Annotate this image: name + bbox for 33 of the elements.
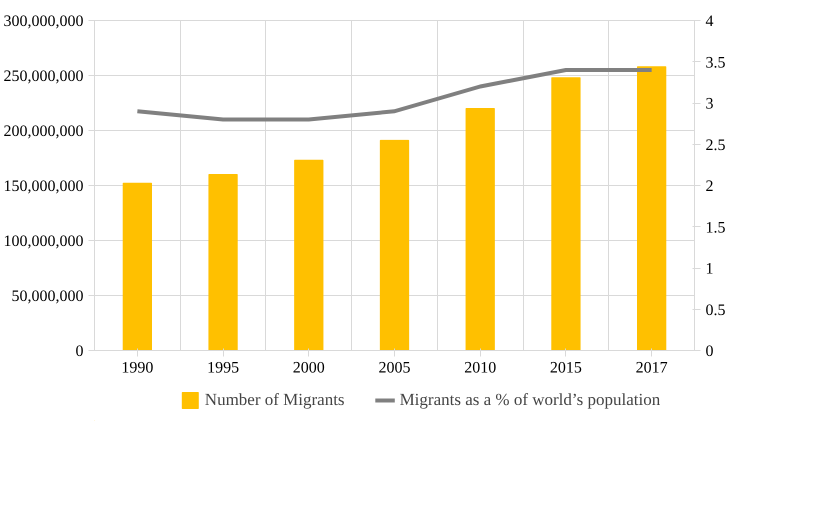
y2-tick-label: 4 xyxy=(706,13,714,30)
y2-tick-label: 0 xyxy=(706,343,714,360)
y2-tick-label: 1 xyxy=(706,260,714,278)
y-tick-label: 0 xyxy=(76,343,84,360)
y2-tick-label: 0.5 xyxy=(706,302,726,319)
x-tick-label: 2005 xyxy=(378,360,410,376)
y2-tick-label: 3 xyxy=(706,96,714,112)
legend-label: Migrants as a % of world’s population xyxy=(400,390,660,410)
bar xyxy=(294,160,324,350)
bar xyxy=(637,66,666,350)
bar xyxy=(208,174,238,350)
x-tick-label: 2015 xyxy=(550,360,582,376)
bar xyxy=(551,77,581,350)
y-tick-label: 250,000,000 xyxy=(4,68,84,85)
y-tick-label: 300,000,000 xyxy=(4,13,84,30)
y2-tick-label: 2 xyxy=(706,178,714,195)
x-tick-label: 1990 xyxy=(121,360,154,376)
x-tick-label: 2010 xyxy=(464,360,496,376)
bar xyxy=(122,182,152,350)
y-tick-label: 100,000,000 xyxy=(4,233,84,250)
x-tick-label: 1995 xyxy=(207,360,240,376)
y-tick-label: 150,000,000 xyxy=(4,178,84,195)
y-tick-label: 50,000,000 xyxy=(12,288,84,305)
line-series xyxy=(135,68,654,122)
bar xyxy=(380,140,410,350)
y2-tick-label: 2.5 xyxy=(706,136,726,154)
x-tick-label: 2017 xyxy=(636,360,668,376)
x-tick-label: 2000 xyxy=(292,360,325,376)
y2-tick-label: 1.5 xyxy=(706,219,726,236)
y-tick-label: 200,000,000 xyxy=(4,123,84,140)
y2-tick-label: 3.5 xyxy=(706,54,726,72)
bar xyxy=(466,108,495,350)
legend-label: Number of Migrants xyxy=(204,390,345,410)
